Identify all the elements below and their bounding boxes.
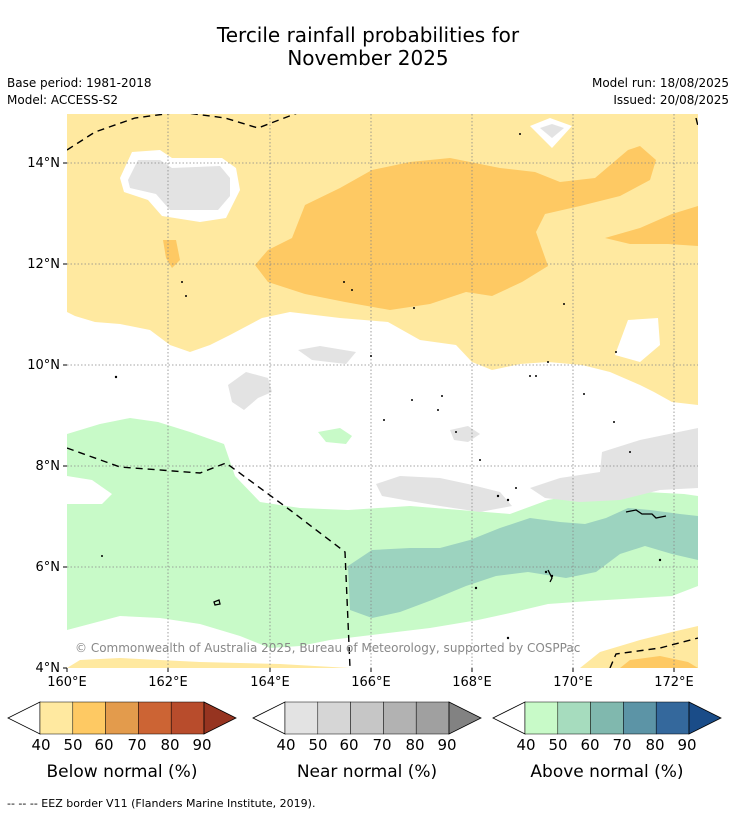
above-normal-50-60-region	[348, 508, 698, 618]
below-normal-50-60-region-small	[163, 240, 180, 268]
neutral-gap-east	[615, 318, 660, 362]
cb-near-tick-70: 70	[372, 736, 392, 754]
below-colorbar-upper-extend	[203, 701, 237, 735]
eez-footnote: -- -- -- EEZ border V11 (Flanders Marine…	[7, 797, 316, 810]
lon-tick-160e: 160°E	[47, 675, 87, 690]
cb-above-tick-80: 80	[645, 736, 665, 754]
colorbar-below-title: Below normal (%)	[46, 762, 198, 782]
above-normal-40-50-patch	[318, 428, 352, 444]
cb-near-tick-60: 60	[339, 736, 359, 754]
base-period-label: Base period: 1981-2018	[7, 76, 152, 90]
lat-tick-8n: 8°N	[35, 459, 61, 474]
cb-above-tick-70: 70	[612, 736, 632, 754]
near-normal-40-50-patch-2	[228, 372, 272, 410]
map-title-line-1: Tercile rainfall probabilities for	[216, 23, 520, 47]
near-colorbar-upper-extend	[448, 701, 482, 735]
near-normal-40-50-region-north	[128, 160, 230, 210]
neutral-notch-west	[67, 476, 112, 504]
below-colorbar-bin-40	[39, 701, 74, 735]
near-colorbar-bin-80	[415, 701, 450, 735]
below-colorbar-bin-70	[138, 701, 172, 735]
below-colorbar-lower-extend	[7, 701, 41, 735]
near-colorbar-bin-50	[317, 701, 351, 735]
above-colorbar-bin-40	[524, 701, 559, 735]
below-colorbar-bin-60	[105, 701, 139, 735]
issued-label: Issued: 20/08/2025	[613, 93, 729, 107]
lat-tick-10n: 10°N	[27, 358, 60, 373]
below-normal-50-60-region	[255, 146, 656, 310]
cb-above-tick-50: 50	[548, 736, 568, 754]
near-colorbar-lower-extend	[252, 701, 286, 735]
near-colorbar-bin-40	[284, 701, 319, 735]
below-colorbar-bin-50	[72, 701, 106, 735]
lon-tick-164e: 164°E	[250, 675, 290, 690]
near-normal-40-50-patch-east	[530, 428, 698, 502]
cb-near-tick-80: 80	[405, 736, 425, 754]
colorbar-near-normal	[252, 701, 482, 735]
near-colorbar-bin-70	[383, 701, 417, 735]
lon-tick-172e: 172°E	[654, 675, 694, 690]
above-colorbar-bin-60	[590, 701, 624, 735]
above-colorbar-bin-70	[623, 701, 657, 735]
above-normal-40-50-region	[67, 418, 698, 648]
cb-below-tick-70: 70	[127, 736, 147, 754]
below-normal-40-50-region-se	[580, 626, 698, 668]
axis-tick-marks	[63, 162, 675, 672]
model-run-label: Model run: 18/08/2025	[591, 76, 729, 90]
below-colorbar-bin-80	[170, 701, 205, 735]
colorbar-below-normal	[7, 701, 237, 735]
model-label: Model: ACCESS-S2	[7, 93, 119, 107]
above-colorbar-upper-extend	[688, 701, 722, 735]
colorbar-near-title: Near normal (%)	[296, 762, 438, 782]
lon-tick-166e: 166°E	[351, 675, 391, 690]
cb-near-tick-40: 40	[276, 736, 296, 754]
colorbar-above-title: Above normal (%)	[530, 762, 684, 782]
cb-below-tick-60: 60	[94, 736, 114, 754]
cb-below-tick-50: 50	[63, 736, 83, 754]
atolls	[213, 509, 667, 606]
graticule	[67, 114, 698, 668]
lat-tick-6n: 6°N	[35, 560, 61, 575]
below-normal-40-50-region-south	[67, 658, 350, 668]
cb-near-tick-90: 90	[437, 736, 457, 754]
near-normal-40-50-patch-1	[298, 346, 356, 364]
near-normal-ne	[540, 124, 564, 138]
cb-above-tick-90: 90	[677, 736, 697, 754]
cb-below-tick-40: 40	[31, 736, 51, 754]
copyright-notice: © Commonwealth of Australia 2025, Bureau…	[75, 641, 581, 655]
below-normal-50-60-region-se	[620, 656, 698, 668]
cb-below-tick-80: 80	[160, 736, 180, 754]
cb-above-tick-40: 40	[516, 736, 536, 754]
cb-above-tick-60: 60	[580, 736, 600, 754]
map-title-line-2: November 2025	[287, 46, 449, 70]
lat-tick-12n: 12°N	[27, 257, 60, 272]
near-normal-40-50-patch-3	[450, 426, 480, 442]
lon-tick-168e: 168°E	[452, 675, 492, 690]
near-normal-40-50-patch-4	[376, 476, 512, 512]
cb-near-tick-50: 50	[308, 736, 328, 754]
below-normal-50-60-region-east	[605, 206, 698, 246]
lon-tick-170e: 170°E	[553, 675, 593, 690]
lat-tick-14n: 14°N	[27, 156, 60, 171]
colorbar-above-normal	[492, 701, 722, 735]
eez-border-lines	[67, 114, 698, 668]
above-colorbar-lower-extend	[492, 701, 526, 735]
above-colorbar-bin-80	[655, 701, 690, 735]
above-colorbar-bin-50	[557, 701, 591, 735]
lat-tick-4n: 4°N	[35, 661, 61, 676]
lon-tick-162e: 162°E	[148, 675, 188, 690]
cb-below-tick-90: 90	[192, 736, 212, 754]
near-colorbar-bin-60	[350, 701, 384, 735]
